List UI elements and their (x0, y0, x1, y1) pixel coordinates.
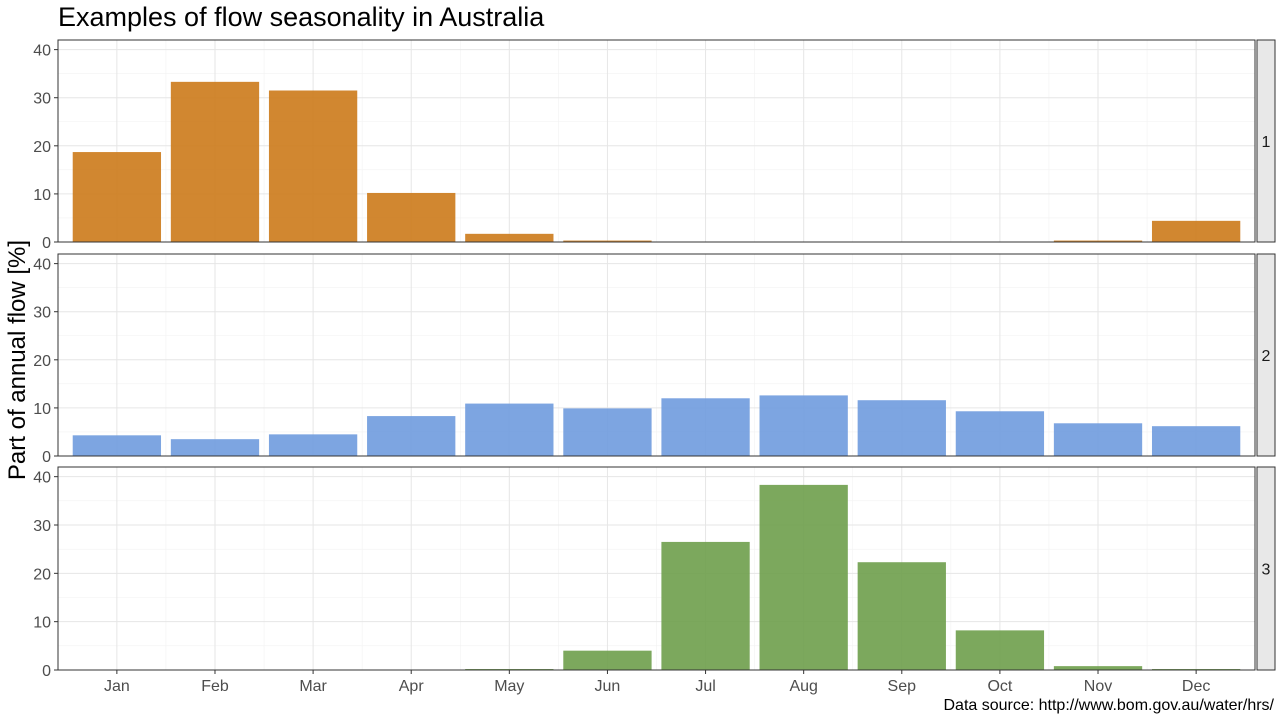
bar-2-may (465, 403, 554, 456)
bar-3-sep (857, 562, 946, 670)
bar-2-jun (563, 408, 652, 456)
bar-3-jul (661, 541, 750, 670)
bar-2-feb (170, 439, 260, 456)
chart-title: Examples of flow seasonality in Australi… (58, 2, 545, 32)
x-tick-label: Mar (299, 678, 327, 695)
bar-3-jun (563, 650, 652, 670)
panel-border (57, 466, 1256, 671)
y-tick-label: 40 (33, 43, 51, 60)
y-tick-label: 20 (33, 566, 51, 583)
facet-strip-label: 2 (1262, 348, 1271, 365)
bar-1-jan (72, 152, 162, 242)
bar-1-dec (1151, 220, 1241, 242)
y-tick-label: 30 (33, 91, 51, 108)
data-source-caption: Data source: http://www.bom.gov.au/water… (943, 697, 1274, 714)
y-tick-label: 10 (33, 187, 51, 204)
x-tick-label: Jun (595, 678, 621, 695)
bar-2-jan (72, 435, 162, 456)
y-tick-label: 0 (42, 663, 51, 680)
panel-border (57, 253, 1256, 457)
bar-1-apr (367, 192, 456, 242)
x-tick-label: Jul (695, 678, 715, 695)
y-tick-label: 30 (33, 305, 51, 322)
facet-strip (1256, 466, 1276, 671)
y-tick-label: 0 (42, 235, 51, 252)
x-tick-label: Dec (1182, 678, 1210, 695)
facet-strip-label: 3 (1262, 562, 1271, 579)
facet-strip-label: 1 (1262, 134, 1271, 151)
y-tick-label: 40 (33, 257, 51, 274)
bar-2-mar (268, 434, 358, 456)
y-tick-label: 20 (33, 139, 51, 156)
bar-1-mar (268, 90, 358, 242)
x-tick-label: Aug (789, 678, 817, 695)
facet-strip (1256, 253, 1276, 457)
bar-2-sep (857, 400, 946, 456)
panel-border (57, 39, 1256, 243)
facet-strip (1256, 39, 1276, 243)
x-tick-label: May (494, 678, 524, 695)
y-tick-label: 30 (33, 518, 51, 535)
bar-2-dec (1151, 426, 1241, 456)
bar-2-aug (759, 395, 848, 456)
y-tick-label: 0 (42, 449, 51, 466)
bar-3-aug (759, 484, 848, 670)
x-tick-label: Apr (399, 678, 425, 695)
bar-1-may (465, 233, 554, 242)
x-tick-label: Oct (987, 678, 1012, 695)
x-tick-label: Jan (104, 678, 130, 695)
bar-2-nov (1053, 423, 1143, 456)
x-tick-label: Nov (1084, 678, 1112, 695)
y-tick-label: 40 (33, 470, 51, 487)
y-tick-label: 10 (33, 615, 51, 632)
bar-1-nov (1053, 240, 1143, 242)
bar-1-jun (563, 240, 652, 242)
y-tick-label: 10 (33, 401, 51, 418)
bar-2-oct (955, 411, 1045, 456)
x-tick-label: Feb (201, 678, 229, 695)
bar-1-feb (170, 81, 260, 242)
bar-3-oct (955, 630, 1045, 670)
x-tick-label: Sep (888, 678, 917, 695)
y-tick-label: 20 (33, 353, 51, 370)
bar-2-jul (661, 398, 750, 456)
bar-2-apr (367, 416, 456, 456)
bar-3-nov (1053, 666, 1143, 670)
